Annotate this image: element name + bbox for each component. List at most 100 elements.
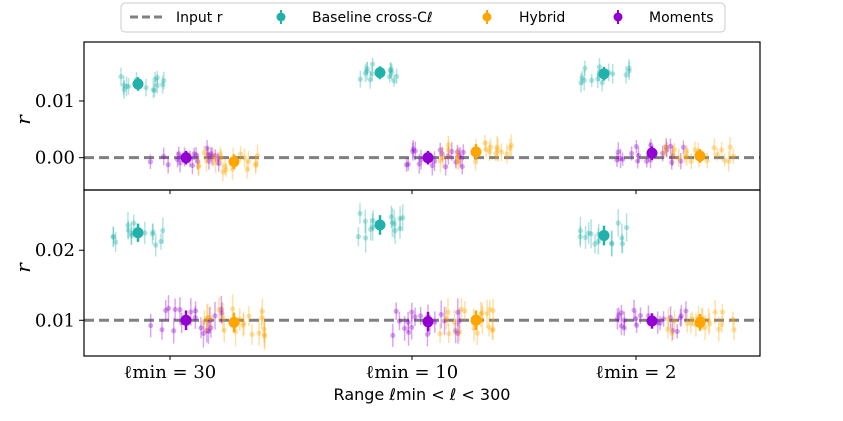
moments-realization-point (418, 313, 424, 319)
hybrid-realization-point (705, 317, 712, 324)
moments-realization-point (390, 332, 396, 338)
hybrid-realization-point (473, 159, 479, 165)
moments-realization-point (670, 328, 676, 334)
hybrid-realization-point (682, 153, 688, 160)
hybrid-realization-point (237, 151, 244, 157)
moments-realization-point (644, 158, 650, 164)
baseline-realization-point (589, 77, 595, 83)
moments-realization-point (191, 151, 197, 157)
moments-realization-point (177, 160, 183, 166)
legend: Input r Baseline cross-Cℓ Hybrid Moments (120, 2, 726, 33)
legend-label-moments: Moments (649, 10, 714, 26)
hybrid-realization-point (495, 147, 501, 153)
hybrid-realization-point (684, 148, 690, 154)
legend-marker-hybrid (482, 10, 492, 24)
moments-realization-point (216, 160, 222, 166)
moments-realization-point (438, 311, 444, 318)
hybrid-realization-point (483, 146, 489, 152)
moments-mean-point (646, 315, 658, 327)
moments-realization-point (683, 308, 689, 314)
moments-realization-point (678, 158, 684, 164)
baseline-realization-point (581, 77, 587, 83)
baseline-realization-point (391, 78, 397, 84)
baseline-realization-point (577, 234, 583, 240)
baseline-realization-point (599, 80, 605, 86)
hybrid-realization-point (478, 311, 484, 317)
moments-realization-point (620, 156, 626, 162)
moments-realization-point (165, 305, 172, 311)
hybrid-realization-point (221, 327, 227, 333)
moments-realization-point (207, 317, 213, 323)
baseline-realization-point (619, 235, 625, 241)
hybrid-realization-point (259, 308, 265, 315)
baseline-realization-point (363, 235, 369, 241)
baseline-realization-point (579, 75, 585, 81)
moments-realization-point (204, 327, 210, 333)
moments-realization-point (409, 324, 415, 330)
moments-realization-point (165, 162, 171, 168)
hybrid-realization-point (490, 308, 496, 314)
hybrid-realization-point (245, 158, 252, 164)
baseline-mean-point (598, 68, 610, 80)
baseline-realization-point (626, 68, 632, 74)
baseline-realization-point (596, 64, 603, 70)
moments-realization-point (172, 306, 178, 312)
baseline-realization-point (592, 241, 598, 247)
baseline-realization-point (123, 83, 130, 90)
baseline-mean-point (132, 227, 144, 239)
moments-realization-point (208, 151, 214, 157)
moments-realization-point (200, 330, 207, 337)
hybrid-realization-point (246, 313, 252, 319)
hybrid-realization-point (440, 154, 446, 161)
baseline-realization-point (154, 82, 160, 89)
baseline-realization-point (160, 227, 166, 234)
hybrid-realization-point (508, 142, 514, 149)
moments-realization-point (664, 147, 670, 153)
moments-realization-point (405, 319, 411, 325)
moments-realization-point (633, 143, 640, 150)
hybrid-realization-point (443, 315, 449, 321)
hybrid-mean-point (228, 316, 240, 328)
y-tick-label: 0.02 (35, 240, 75, 261)
moments-realization-point (205, 151, 211, 157)
hybrid-realization-point (730, 316, 736, 322)
moments-realization-point (628, 150, 635, 157)
baseline-realization-point (131, 220, 137, 226)
y-tick-label: 0.00 (35, 148, 75, 169)
baseline-realization-point (393, 73, 400, 79)
baseline-realization-point (623, 72, 629, 78)
moments-realization-point (456, 318, 463, 324)
hybrid-realization-point (482, 140, 488, 146)
hybrid-realization-point (474, 330, 480, 336)
moments-realization-point (189, 162, 196, 169)
y-tick-label: 0.01 (35, 310, 75, 331)
moments-realization-point (667, 143, 674, 149)
baseline-realization-point (387, 67, 393, 74)
moments-realization-point (614, 157, 620, 163)
hybrid-realization-point (196, 162, 202, 168)
baseline-realization-point (388, 66, 394, 72)
hybrid-realization-point (692, 147, 698, 153)
moments-realization-point (403, 162, 410, 168)
moments-realization-point (445, 153, 451, 159)
legend-marker-baseline (276, 10, 286, 24)
hybrid-realization-point (663, 144, 669, 150)
moments-realization-point (617, 155, 624, 161)
moments-realization-point (205, 328, 212, 334)
baseline-realization-point (370, 224, 376, 230)
moments-mean-point (180, 152, 192, 164)
moments-realization-point (206, 158, 212, 164)
hybrid-realization-point (704, 157, 710, 164)
baseline-realization-point (392, 228, 398, 234)
x-tick-label: ℓmin = 2 (595, 362, 676, 383)
baseline-realization-point (397, 215, 403, 221)
hybrid-realization-point (210, 155, 216, 161)
baseline-realization-point (118, 74, 124, 80)
hybrid-realization-point (727, 144, 733, 150)
panel-top: 0.00 0.01 (35, 57, 760, 194)
hybrid-realization-point (462, 308, 468, 314)
baseline-realization-point (159, 81, 166, 88)
moments-realization-point (418, 157, 424, 163)
hybrid-realization-point (207, 315, 214, 321)
baseline-realization-point (391, 221, 397, 227)
